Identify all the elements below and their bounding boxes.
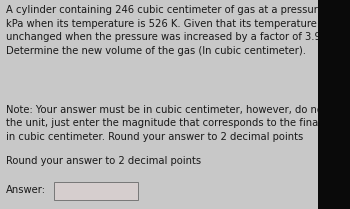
FancyBboxPatch shape [54,182,138,200]
Text: Answer:: Answer: [6,185,46,195]
Text: Round your answer to 2 decimal points: Round your answer to 2 decimal points [6,156,202,166]
Text: A cylinder containing 246 cubic centimeter of gas at a pressure of 101
kPa when : A cylinder containing 246 cubic centimet… [6,5,350,56]
Text: Note: Your answer must be in cubic centimeter, however, do not include
the unit,: Note: Your answer must be in cubic centi… [6,104,350,142]
Bar [318,0,350,209]
